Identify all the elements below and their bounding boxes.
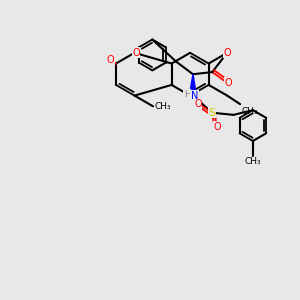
Text: CH₃: CH₃ (154, 102, 171, 111)
Text: O: O (132, 48, 140, 58)
Text: CH₃: CH₃ (244, 157, 261, 166)
Text: N: N (191, 91, 198, 100)
Text: O: O (194, 99, 202, 109)
Text: O: O (106, 55, 114, 65)
Polygon shape (189, 74, 197, 96)
Text: O: O (224, 48, 231, 58)
Text: S: S (208, 108, 216, 118)
Text: O: O (225, 78, 232, 88)
Text: H: H (184, 90, 190, 99)
Text: CH₃: CH₃ (242, 107, 258, 116)
Text: O: O (214, 122, 221, 132)
